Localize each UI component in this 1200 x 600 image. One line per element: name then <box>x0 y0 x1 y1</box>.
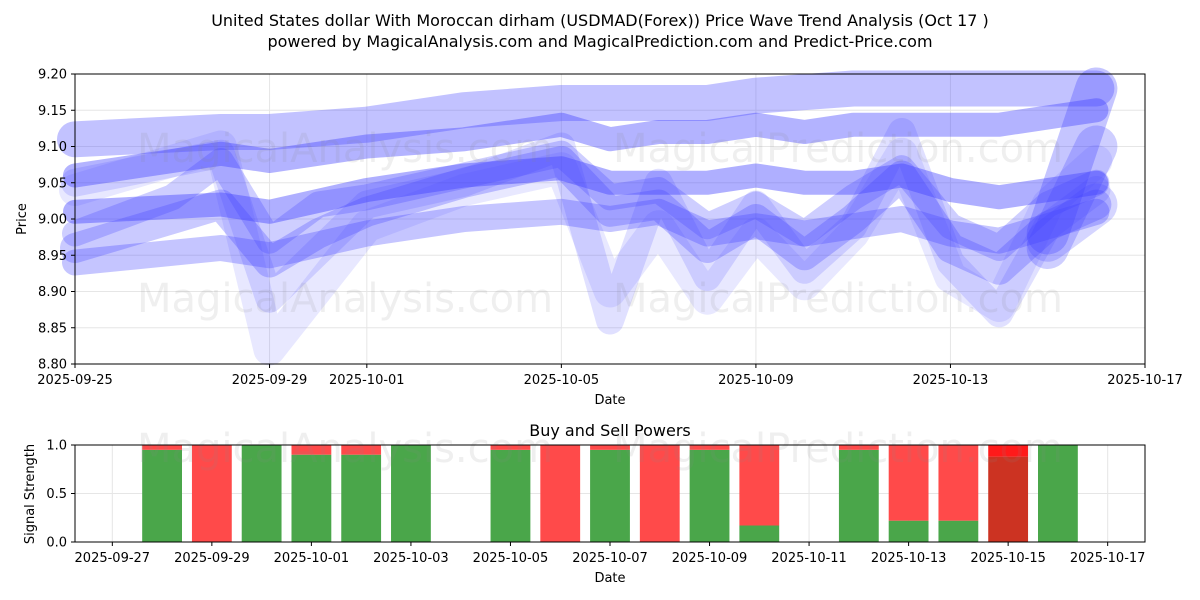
signal-x-tick-label: 2025-10-15 <box>970 551 1046 566</box>
price-y-tick-label: 8.90 <box>38 285 67 300</box>
price-x-tick-label: 2025-10-05 <box>524 373 600 388</box>
buy-bar <box>739 525 780 542</box>
signal-x-tick-label: 2025-10-05 <box>473 551 549 566</box>
price-y-tick-label: 9.15 <box>38 104 67 119</box>
price-wave-forecast-1 <box>1026 67 1118 255</box>
buy-bar <box>341 454 382 542</box>
signal-y-axis-label: Signal Strength <box>23 444 38 544</box>
sell-bar <box>689 445 730 450</box>
signal-x-tick-label: 2025-09-27 <box>75 551 151 566</box>
price-y-tick-label: 8.85 <box>38 321 67 336</box>
sell-bar <box>291 445 332 455</box>
signal-x-axis-label: Date <box>594 571 625 586</box>
signal-y-tick-label: 0.5 <box>46 487 67 502</box>
watermark-prediction-bottom: MagicalPrediction.com <box>613 426 1063 472</box>
price-chart-watermarks: MagicalAnalysis.com MagicalPrediction.co… <box>137 126 1063 322</box>
price-wave-wave-3 <box>61 118 1111 335</box>
sell-bar <box>739 445 780 526</box>
signal-chart-axes: 0.0 0.5 1.0 2025-09-27 2025-09-29 2025-10-01 2… <box>46 439 1145 567</box>
price-y-tick-label: 9.05 <box>38 176 67 191</box>
sell-bar <box>988 456 1029 542</box>
buy-bar <box>1038 445 1078 542</box>
sell-bar <box>490 445 531 450</box>
sell-bar <box>639 445 680 542</box>
price-x-tick-label: 2025-10-13 <box>913 373 989 388</box>
signal-x-tick-label: 2025-10-07 <box>572 551 648 566</box>
price-x-tick-label: 2025-10-09 <box>718 373 794 388</box>
price-chart-grid <box>74 73 1146 365</box>
signal-x-tick-label: 2025-10-03 <box>373 551 449 566</box>
signal-x-tick-label: 2025-10-17 <box>1070 551 1146 566</box>
signal-chart-watermarks: MagicalAnalysis.com MagicalPrediction.co… <box>137 426 1063 472</box>
sell-bar <box>938 445 979 521</box>
price-wave-bands <box>57 67 1118 366</box>
buy-bar <box>888 520 929 542</box>
buy-bar <box>142 449 182 542</box>
price-y-tick-label: 9.20 <box>38 68 67 83</box>
signal-chart-title: Buy and Sell Powers <box>529 421 691 440</box>
price-chart-axes: 8.80 8.85 8.90 8.95 9.00 9.05 9.10 9.15 9.20 2025… <box>37 68 1183 389</box>
sell-bar <box>142 445 182 450</box>
buy-bar <box>241 445 282 542</box>
sell-bar <box>341 445 382 455</box>
signal-x-tick-label: 2025-10-13 <box>871 551 947 566</box>
chart-title-line1: United States dollar With Moroccan dirha… <box>211 11 989 30</box>
sell-bar <box>838 445 879 450</box>
sell-bar-top <box>988 445 1029 457</box>
signal-x-tick-label: 2025-10-01 <box>274 551 350 566</box>
price-wave-upper-band <box>57 70 1115 158</box>
watermark-analysis-top: MagicalAnalysis.com <box>137 126 553 172</box>
price-x-tick-label: 2025-10-17 <box>1107 373 1183 388</box>
buy-bar <box>838 449 879 542</box>
sell-bar <box>590 445 630 450</box>
signal-x-tick-label: 2025-10-09 <box>672 551 748 566</box>
price-wave-wave-1 <box>60 146 1112 285</box>
price-wave-wave-2 <box>62 140 1110 261</box>
buy-bar <box>391 445 431 542</box>
watermark-analysis-bottom: MagicalAnalysis.com <box>137 426 553 472</box>
price-x-tick-label: 2025-09-29 <box>232 373 308 388</box>
buy-bar <box>938 520 979 542</box>
chart-title-line2: powered by MagicalAnalysis.com and Magic… <box>267 32 932 51</box>
sell-bar <box>191 445 232 542</box>
signal-x-tick-label: 2025-10-11 <box>771 551 847 566</box>
price-y-tick-label: 9.10 <box>38 140 67 155</box>
price-x-tick-label: 2025-10-01 <box>329 373 405 388</box>
buy-bar <box>490 449 531 542</box>
price-y-tick-label: 9.00 <box>38 213 67 228</box>
price-wave-lower-band <box>62 198 1110 276</box>
sell-bar <box>888 445 929 521</box>
price-wave-forecast-2 <box>1026 125 1118 269</box>
price-wave-forecast-3 <box>1026 183 1118 262</box>
buy-bar <box>689 449 730 542</box>
watermark-prediction-mid: MagicalPrediction.com <box>613 276 1063 322</box>
sell-bar <box>540 445 581 542</box>
price-wave-mid-lower <box>63 156 1109 224</box>
signal-x-tick-label: 2025-09-29 <box>174 551 250 566</box>
price-y-axis-label: Price <box>15 203 30 235</box>
buy-bar <box>291 454 332 542</box>
price-wave-wave-4 <box>59 130 1113 366</box>
price-x-axis-label: Date <box>594 393 625 408</box>
watermark-prediction-top: MagicalPrediction.com <box>613 126 1063 172</box>
price-wave-mid-upper <box>63 98 1109 188</box>
watermark-analysis-mid: MagicalAnalysis.com <box>137 276 553 322</box>
buy-bar <box>590 449 630 542</box>
price-x-tick-label: 2025-09-25 <box>37 373 113 388</box>
price-y-tick-label: 8.80 <box>38 358 67 373</box>
price-y-tick-label: 8.95 <box>38 249 67 264</box>
signal-y-tick-label: 0.0 <box>46 536 67 551</box>
signal-y-tick-label: 1.0 <box>46 439 67 454</box>
signal-bars <box>142 445 1078 542</box>
